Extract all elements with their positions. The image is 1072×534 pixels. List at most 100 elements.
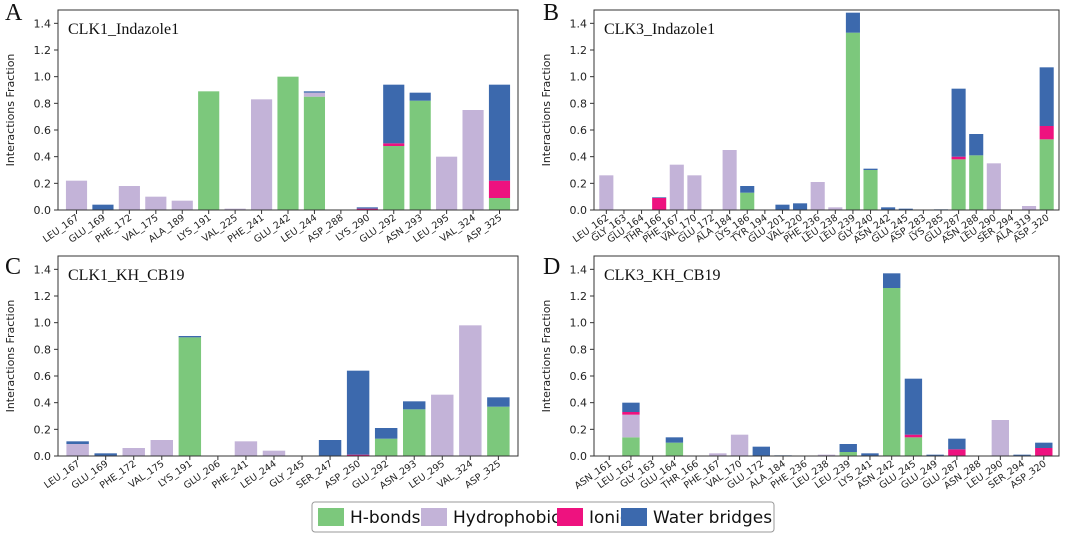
panel-b-label: B xyxy=(543,0,559,26)
y-tick-label: 0.4 xyxy=(570,151,588,164)
bar-leu-162-water-bridges xyxy=(622,402,640,412)
bar-leu-239-water-bridges xyxy=(845,12,860,33)
bar-glu-242-h-bonds xyxy=(277,76,299,210)
bar-glu-292-h-bonds xyxy=(374,438,398,456)
bar-leu-290-hydrophobic xyxy=(986,163,1001,210)
bar-asn-288-h-bonds xyxy=(969,155,984,210)
bar-ala-184-hydrophobic xyxy=(722,150,737,210)
bar-asp-250-ionic xyxy=(346,454,370,456)
bar-phe-167-hydrophobic xyxy=(709,453,727,456)
bar-glu-245-water-bridges xyxy=(904,378,923,435)
panel-c-y-axis-label: Interactions Fraction xyxy=(4,300,17,413)
bar-lys-191-h-bonds xyxy=(178,337,202,456)
bar-lys-241-water-bridges xyxy=(861,453,879,456)
bar-phe-241-hydrophobic xyxy=(234,441,258,456)
panel-c-label: C xyxy=(5,254,21,280)
bar-leu-244-water-bridges xyxy=(303,91,326,93)
y-tick-label: 0.0 xyxy=(570,450,588,463)
bar-leu-244-hydrophobic xyxy=(262,450,286,456)
legend-label-water-bridges: Water bridges xyxy=(653,508,772,528)
bar-asp-325-h-bonds xyxy=(488,198,511,210)
y-tick-label: 0.6 xyxy=(570,124,588,137)
bar-asp-325-h-bonds xyxy=(487,406,510,456)
bar-asp-320-h-bonds xyxy=(1039,139,1054,210)
bar-asp-325-water-bridges xyxy=(488,84,511,181)
bar-asp-250-water-bridges xyxy=(346,370,370,455)
bar-glu-169-water-bridges xyxy=(94,453,117,456)
y-tick-label: 0.2 xyxy=(570,177,588,190)
bar-asp-325-ionic xyxy=(488,180,511,198)
bar-leu-239-h-bonds xyxy=(839,452,857,456)
bar-ala-319-hydrophobic xyxy=(1022,206,1037,210)
bar-lys-186-water-bridges xyxy=(740,186,755,193)
y-tick-label: 1.2 xyxy=(570,44,588,57)
panel-a-y-axis-label: Interactions Fraction xyxy=(4,54,17,167)
bar-thr-166-ionic xyxy=(652,198,667,210)
legend-swatch-ionic xyxy=(557,508,583,526)
bar-glu-169-water-bridges xyxy=(92,204,114,210)
bar-phe-236-hydrophobic xyxy=(810,182,825,210)
bar-ser-247-water-bridges xyxy=(318,440,342,456)
bar-phe-241-hydrophobic xyxy=(250,99,273,210)
y-tick-label: 0.2 xyxy=(34,177,52,190)
bar-glu-245-water-bridges xyxy=(898,208,913,210)
panel-c-title: CLK1_KH_CB19 xyxy=(68,267,184,284)
bar-glu-245-h-bonds xyxy=(904,437,923,456)
panel-b-axes-frame xyxy=(593,9,1060,211)
bar-glu-287-water-bridges xyxy=(948,438,966,450)
bar-leu-167-water-bridges xyxy=(66,441,89,444)
bar-asn-293-h-bonds xyxy=(403,409,426,456)
panel-b: LEU_162GLY_163GLU_164THR_166PHE_167VAL_1… xyxy=(540,0,1060,246)
bar-phe-167-hydrophobic xyxy=(669,164,684,210)
y-tick-label: 1.4 xyxy=(34,263,52,276)
bar-leu-239-h-bonds xyxy=(845,32,860,210)
bar-glu-287-ionic xyxy=(948,449,966,456)
y-tick-label: 0.6 xyxy=(570,370,588,383)
bar-ala-189-hydrophobic xyxy=(171,200,193,210)
panel-a-title: CLK1_Indazole1 xyxy=(68,21,179,38)
panel-d-y-axis-label: Interactions Fraction xyxy=(540,300,553,413)
bar-glu-292-ionic xyxy=(383,143,405,146)
bar-leu-167-hydrophobic xyxy=(66,444,89,456)
bar-glu-287-h-bonds xyxy=(951,159,966,210)
bar-asn-293-water-bridges xyxy=(403,401,426,410)
bar-val-220-water-bridges xyxy=(793,203,808,210)
bar-thr-166-water-bridges xyxy=(652,197,667,198)
bar-leu-162-hydrophobic xyxy=(622,414,640,438)
bar-glu-172-water-bridges xyxy=(752,446,770,456)
panel-b-bars xyxy=(599,12,1054,210)
panel-c: LEU_167GLU_169PHE_172VAL_175LYS_191GLU_2… xyxy=(4,254,519,492)
bar-asn-288-water-bridges xyxy=(969,134,984,156)
y-tick-label: 0.0 xyxy=(34,450,52,463)
panel-b-y-axis-label: Interactions Fraction xyxy=(540,54,553,167)
bar-leu-295-hydrophobic xyxy=(436,156,458,210)
legend-swatch-water-bridges xyxy=(621,508,647,526)
bar-val-324-hydrophobic xyxy=(459,325,482,456)
bar-glu-292-water-bridges xyxy=(383,84,405,144)
y-tick-label: 0.6 xyxy=(34,370,52,383)
bar-leu-295-hydrophobic xyxy=(431,394,454,456)
bar-val-170-hydrophobic xyxy=(687,175,702,210)
panel-d-label: D xyxy=(543,254,560,280)
legend-label-hydrophobic: Hydrophobic xyxy=(453,508,560,528)
bar-val-175-hydrophobic xyxy=(145,196,167,210)
y-tick-label: 0.4 xyxy=(570,397,588,410)
bar-lys-290-water-bridges xyxy=(356,207,378,209)
legend: H-bonds Hydrophobic Ionic Water bridges xyxy=(311,501,775,533)
bar-leu-239-water-bridges xyxy=(839,444,857,452)
panel-d-title: CLK3_KH_CB19 xyxy=(604,267,720,284)
y-tick-label: 1.4 xyxy=(570,263,588,276)
y-tick-label: 0.2 xyxy=(34,423,52,436)
panel-a-label: A xyxy=(5,0,23,26)
bar-asp-320-water-bridges xyxy=(1039,67,1054,126)
bar-glu-164-water-bridges xyxy=(665,437,684,443)
panel-a-axes-frame xyxy=(57,9,519,211)
y-tick-label: 0.8 xyxy=(34,97,52,110)
bar-glu-201-water-bridges xyxy=(775,204,790,210)
bar-glu-249-water-bridges xyxy=(926,454,944,456)
bar-lys-191-water-bridges xyxy=(178,336,202,338)
bar-lys-186-h-bonds xyxy=(740,192,755,210)
y-tick-label: 1.0 xyxy=(570,71,588,84)
bar-leu-244-hydrophobic xyxy=(303,92,326,97)
bar-glu-164-h-bonds xyxy=(665,442,684,456)
